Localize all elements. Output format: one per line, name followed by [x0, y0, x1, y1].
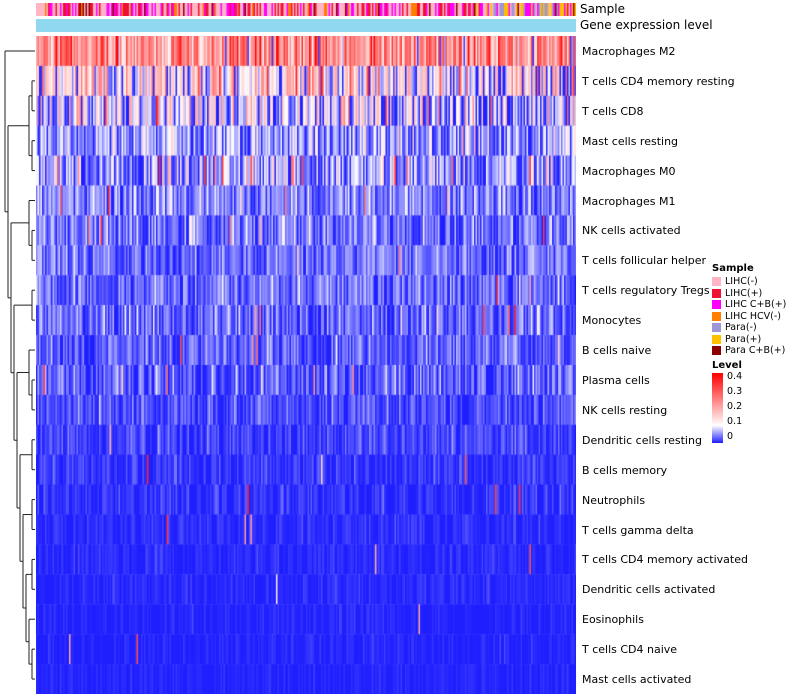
row-dendrogram: [4, 50, 35, 680]
sample-legend-title: Sample: [712, 263, 754, 274]
legend-item-label: LIHC HCV(-): [725, 310, 782, 322]
row-label: B cells memory: [582, 463, 668, 477]
level-tick-label: 0: [727, 431, 734, 442]
row-label: NK cells resting: [582, 403, 668, 417]
row-label: T cells gamma delta: [582, 523, 694, 537]
row-label: Monocytes: [582, 314, 642, 328]
row-label: T cells CD8: [582, 104, 644, 118]
sample-legend-item: Para C+B(+): [712, 345, 800, 357]
row-label: T cells CD4 memory activated: [582, 553, 748, 567]
level-tick-label: 0.1: [727, 416, 743, 427]
row-label: T cells CD4 memory resting: [582, 74, 735, 88]
level-tick-label: 0.4: [727, 371, 743, 382]
level-legend: Level 0.4 0.3 0.2 0.1 0: [712, 360, 742, 443]
sample-annotation-label: Sample: [580, 2, 625, 16]
level-legend-title: Level: [712, 360, 742, 371]
gene-expression-annotation-label: Gene expression level: [580, 18, 713, 32]
row-label: Mast cells resting: [582, 134, 679, 148]
legend-color-swatch: [712, 277, 721, 287]
row-label: T cells CD4 naive: [582, 643, 678, 657]
sample-legend-item: Para(-): [712, 322, 800, 334]
legend-color-swatch: [712, 288, 721, 298]
legend-item-label: LIHC C+B(+): [725, 299, 787, 311]
legend-color-swatch: [712, 311, 721, 321]
sample-legend: Sample LIHC(-) LIHC(+) LIHC C+B(+) LIHC HCV…: [712, 263, 800, 357]
row-label: Macrophages M1: [582, 194, 676, 208]
level-tick-labels: 0.4 0.3 0.2 0.1 0: [727, 371, 743, 443]
row-label: T cells follicular helper: [582, 254, 707, 268]
row-label: B cells naive: [582, 344, 652, 358]
row-label: T cells regulatory Tregs: [582, 284, 710, 298]
level-tick-label: 0.2: [727, 401, 743, 412]
row-label: Dendritic cells resting: [582, 433, 702, 447]
legend-item-label: Para C+B(+): [725, 345, 786, 357]
legend-color-swatch: [712, 346, 721, 356]
level-tick-label: 0.3: [727, 386, 743, 397]
row-label: Plasma cells: [582, 373, 650, 387]
row-label: Macrophages M0: [582, 164, 676, 178]
legend-item-label: Para(-): [725, 322, 757, 334]
legend-item-label: LIHC(+): [725, 287, 763, 299]
sample-legend-item: LIHC HCV(-): [712, 311, 800, 323]
row-label: Neutrophils: [582, 493, 646, 507]
legend-color-swatch: [712, 300, 721, 310]
sample-legend-item: LIHC C+B(+): [712, 299, 800, 311]
gene-expression-annotation-bar: [36, 19, 576, 32]
row-label: Macrophages M2: [582, 44, 676, 58]
legend-color-swatch: [712, 323, 721, 333]
row-label: Eosinophils: [582, 613, 644, 627]
legend-item-label: Para(+): [725, 333, 762, 345]
sample-annotation-bar: [36, 3, 576, 16]
row-label: Dendritic cells activated: [582, 583, 716, 597]
legend-item-label: LIHC(-): [725, 276, 758, 288]
legend-color-swatch: [712, 334, 721, 344]
row-label: Mast cells activated: [582, 673, 692, 687]
sample-legend-item: LIHC(+): [712, 288, 800, 300]
sample-legend-item: LIHC(-): [712, 276, 800, 288]
heatmap-canvas: [36, 36, 576, 694]
sample-legend-item: Para(+): [712, 334, 800, 346]
level-gradient-bar: [712, 373, 723, 443]
row-label: NK cells activated: [582, 224, 681, 238]
